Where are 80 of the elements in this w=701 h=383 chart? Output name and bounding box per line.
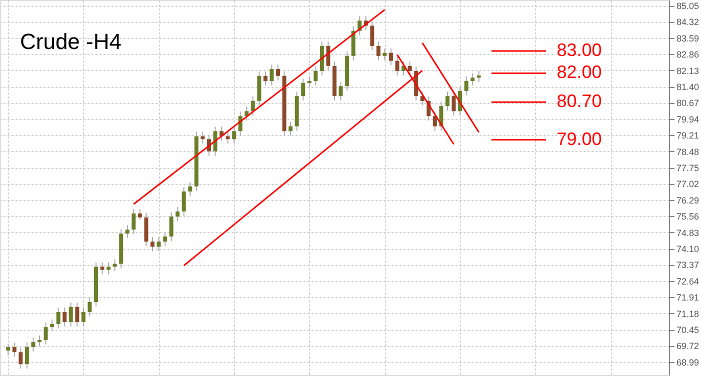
ref-line-label: 79.00	[556, 128, 602, 149]
text: Crude -H4	[20, 29, 122, 54]
candlestick	[150, 236, 154, 252]
candlestick	[100, 262, 104, 275]
candlestick	[6, 343, 10, 356]
y-tick-label: 74.83	[676, 228, 700, 238]
candlestick	[188, 181, 192, 196]
candlestick	[213, 126, 218, 156]
candlestick	[132, 208, 136, 235]
candlestick	[326, 40, 330, 71]
y-tick-label: 71.91	[676, 292, 700, 303]
candlestick	[276, 64, 280, 81]
y-tick-label: 77.75	[676, 163, 700, 174]
candlestick	[200, 131, 205, 144]
y-tick-label: 70.45	[676, 325, 700, 336]
y-tick-label: 83.59	[676, 33, 700, 44]
candlestick	[12, 342, 16, 358]
candlestick	[138, 208, 142, 220]
candlestick	[75, 302, 80, 327]
candlestick	[263, 70, 268, 86]
candlestick	[395, 56, 400, 76]
y-tick-label: 72.64	[676, 276, 700, 286]
y-tick-label: 84.32	[676, 17, 700, 28]
candlestick	[44, 322, 48, 345]
ref-line-label: 82.00	[556, 62, 602, 82]
y-tick-label: 82.86	[676, 50, 700, 60]
candlestick	[244, 106, 249, 121]
candlestick	[156, 236, 161, 252]
candlestick	[464, 76, 468, 96]
candlestick	[307, 76, 312, 88]
candlestick	[288, 121, 293, 136]
y-tick-label: 74.10	[676, 244, 700, 254]
ref-line-label: 83.00	[556, 40, 602, 60]
candlestick	[376, 40, 380, 61]
y-tick-label: 81.40	[676, 82, 700, 92]
y-tick-label: 85.05	[676, 1, 700, 12]
candlestick	[370, 20, 374, 51]
candlestick	[382, 48, 387, 61]
candlestick	[182, 186, 186, 216]
y-tick-label: 82.13	[676, 66, 700, 76]
candlestick	[232, 126, 236, 144]
candlestick	[106, 262, 111, 275]
candlestick	[50, 319, 54, 332]
candlestick	[338, 81, 343, 102]
candlestick	[56, 307, 60, 329]
candlestick	[68, 302, 73, 327]
candlestick	[445, 91, 450, 112]
candlestick	[470, 72, 475, 86]
candlestick	[301, 78, 306, 102]
candlestick	[270, 64, 274, 86]
y-tick-label: 75.56	[676, 212, 700, 222]
y-tick-label: 76.29	[676, 195, 700, 206]
y-tick-label: 73.37	[676, 260, 700, 270]
candlestick	[18, 347, 23, 370]
candlestick	[81, 307, 86, 327]
y-tick-label: 79.21	[676, 130, 700, 141]
candlestick	[163, 232, 168, 247]
y-tick-label: 79.94	[676, 114, 700, 124]
candlestick	[88, 297, 92, 317]
candlestick	[62, 307, 67, 327]
candlestick	[250, 96, 255, 116]
candlestick	[169, 212, 174, 242]
candlestick	[408, 60, 412, 76]
y-tick-label: 71.18	[676, 308, 700, 319]
candlestick	[432, 111, 437, 132]
candlestick	[38, 335, 42, 347]
y-tick-label: 69.72	[676, 341, 700, 352]
candlestick	[314, 66, 318, 86]
y-tick-label: 77.02	[676, 179, 700, 190]
y-tick-label: 68.99	[676, 357, 700, 368]
y-tick-label: 80.67	[676, 98, 700, 108]
candlestick	[388, 48, 393, 66]
y-tick-label: 78.48	[676, 146, 700, 157]
candlestick	[31, 337, 36, 352]
candlestick	[226, 131, 230, 144]
candlestick	[452, 91, 456, 116]
candlestick	[24, 342, 29, 370]
candlestick	[125, 224, 130, 239]
ref-line-label: 80.70	[556, 91, 602, 112]
candlestick	[176, 206, 180, 222]
